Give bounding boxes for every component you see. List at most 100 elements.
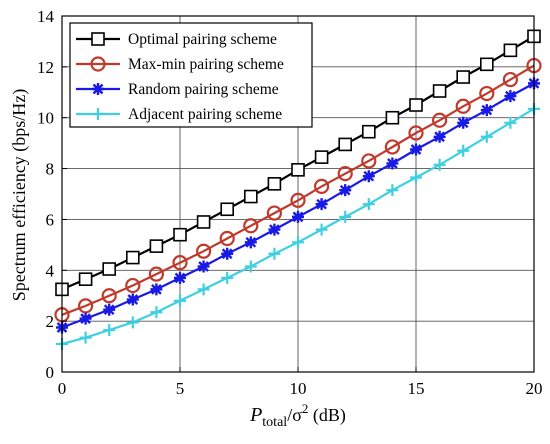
data-point-square [267,177,282,191]
data-point-square [479,57,494,72]
data-point-plus [292,236,304,249]
x-axis-title-unit: (dB) [308,405,346,426]
data-point-circle [408,125,424,141]
data-point-square [361,124,376,139]
x-tick-label: 20 [526,379,543,398]
data-point-circle [502,71,518,88]
y-tick-label: 8 [46,160,55,179]
legend-box [69,22,313,128]
x-tick-label: 10 [290,379,307,398]
data-point-square [291,163,305,177]
data-point-plus [315,223,328,236]
y-tick-label: 12 [37,58,54,77]
data-point-square [432,84,447,98]
data-point-circle [455,98,471,114]
legend-entry: Adjacent pairing scheme [76,106,282,123]
data-point-star [174,271,186,284]
data-point-star [268,223,281,236]
series-2 [54,57,542,323]
data-point-circle [290,192,306,208]
data-point-circle [101,288,117,304]
data-point-square [244,189,258,204]
legend: Optimal pairing scheme Max-min pairing sc… [69,22,313,128]
data-point-star [504,90,517,103]
data-point-circle [125,277,141,294]
x-tick-label: 5 [176,379,185,398]
data-point-plus [410,171,422,184]
data-point-circle [90,56,106,72]
x-axis-title-sup: 2 [302,401,309,416]
data-point-star [126,293,139,306]
data-point-circle [479,85,495,102]
data-point-square [314,150,329,164]
data-point-circle [266,205,282,221]
data-point-star [103,303,116,316]
data-point-plus [386,184,399,197]
data-point-square [173,227,187,242]
data-point-circle [219,230,235,247]
data-point-circle [337,166,353,182]
data-point-plus [174,294,186,307]
data-point-plus [197,283,210,296]
data-point-star [339,184,352,197]
data-point-star [457,116,470,129]
y-axis-title: Spectrum efficiency (bps/Hz) [9,89,30,302]
legend-label: Optimal pairing scheme [128,31,277,48]
data-point-square [338,137,353,152]
data-point-plus [433,158,446,171]
data-point-star [92,83,104,95]
series-line [61,64,535,316]
data-point-circle [77,298,94,314]
data-point-star [362,170,375,183]
data-point-circle [243,218,259,234]
legend-label: Random pairing scheme [128,81,279,98]
data-point-square [196,215,211,229]
y-tick-label: 0 [46,363,55,382]
x-axis-title-sub: total [262,415,287,430]
data-point-circle [384,139,400,155]
data-point-square [220,202,234,217]
data-point-star [480,104,493,117]
legend-entry: Random pairing scheme [76,81,279,98]
legend-entry: Optimal pairing scheme [76,31,277,48]
data-point-plus [103,324,116,337]
data-point-square [126,250,140,265]
data-point-square [409,98,423,112]
data-point-circle [361,153,377,169]
data-point-plus [362,198,375,211]
data-point-star [433,130,446,143]
data-point-plus [504,116,517,129]
x-tick-label: 0 [58,379,67,398]
data-point-square [385,110,400,125]
data-point-square [149,239,164,253]
axis-ticks: 0 5 10 15 20 0 2 4 6 8 10 12 14 [37,7,543,398]
data-point-plus [480,130,493,143]
data-point-plus [150,306,163,319]
data-point-square [91,32,105,46]
x-axis-title: Ptotal/σ2 (dB) [249,401,346,430]
data-point-square [503,43,518,58]
data-point-plus [79,331,92,344]
data-point-square [78,272,93,286]
data-point-plus [268,247,281,260]
data-point-plus [126,316,139,329]
y-tick-label: 2 [46,312,55,331]
series-3 [56,77,540,334]
x-axis-title-rest: /σ [287,405,302,425]
x-tick-label: 15 [408,379,425,398]
data-point-square [102,262,116,276]
legend-label: Max-min pairing scheme [128,56,284,73]
data-point-plus [92,108,104,120]
data-point-plus [221,271,234,284]
data-point-circle [432,112,448,128]
data-point-plus [244,260,257,273]
legend-entry: Max-min pairing scheme [76,56,284,73]
data-point-star [292,210,304,223]
data-point-circle [148,266,164,282]
data-point-circle [314,178,330,194]
data-point-star [315,198,328,211]
y-tick-label: 10 [37,109,54,128]
data-point-circle [196,243,212,259]
y-tick-label: 4 [46,261,55,280]
